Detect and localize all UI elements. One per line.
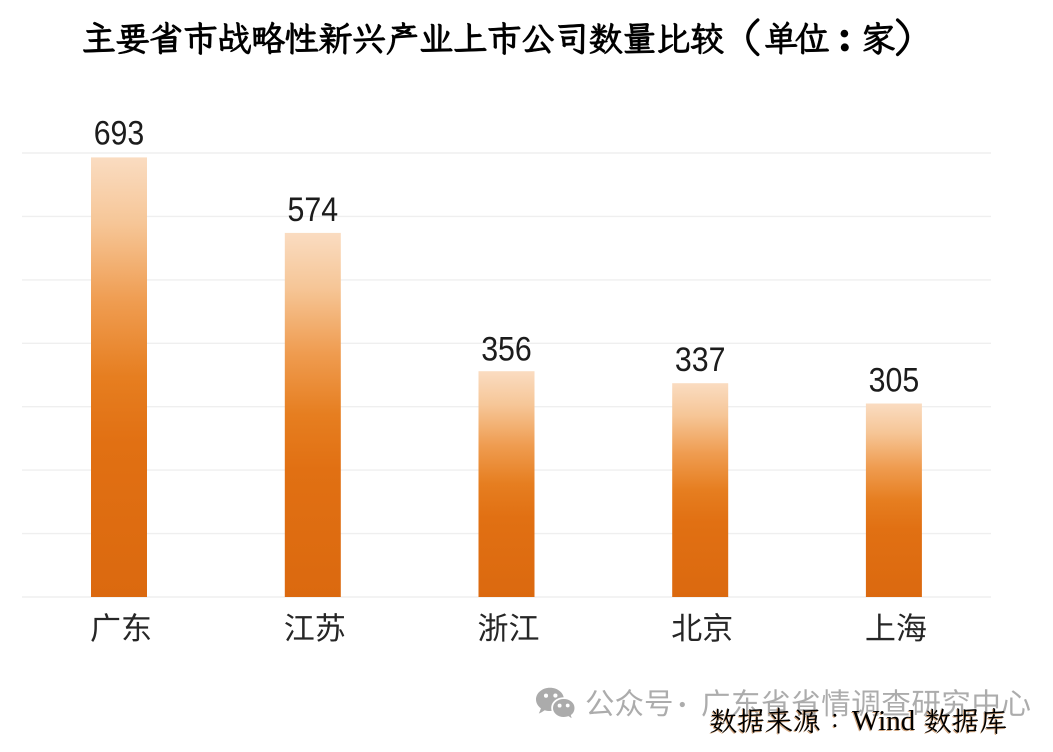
svg-text:305: 305 [869, 361, 920, 399]
svg-text:Wind: Wind [852, 705, 916, 737]
svg-text:574: 574 [288, 191, 339, 229]
svg-text:Wind: Wind [851, 706, 915, 738]
svg-text:337: 337 [675, 341, 726, 379]
svg-text:356: 356 [481, 330, 532, 368]
svg-text:693: 693 [94, 115, 145, 153]
